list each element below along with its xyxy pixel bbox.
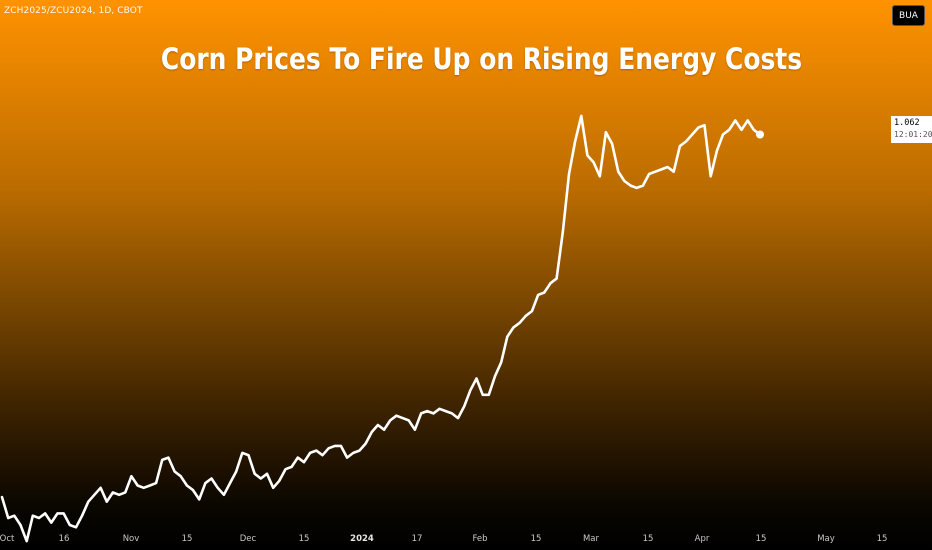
chart-title: Corn Prices To Fire Up on Rising Energy … [160, 42, 803, 76]
x-tick-label: 15 [877, 534, 888, 544]
x-tick-label: 15 [182, 534, 193, 544]
x-tick-label: 2024 [350, 534, 374, 544]
last-price-point [756, 130, 764, 139]
x-tick-label: 15 [531, 534, 542, 544]
x-tick-label: 15 [756, 534, 767, 544]
x-tick-label: Feb [472, 534, 487, 544]
x-tick-label: Mar [583, 534, 600, 544]
x-tick-label: 15 [299, 534, 310, 544]
bar-countdown: 12:01:20 [894, 130, 932, 139]
symbol-info: ZCH2025/ZCU2024, 1D, CBOT [4, 6, 143, 16]
x-tick-label: Oct [0, 534, 15, 544]
x-tick-label: 17 [412, 534, 423, 544]
x-tick-label: Nov [123, 534, 140, 544]
x-tick-label: Dec [240, 534, 257, 544]
x-tick-label: Apr [695, 534, 710, 544]
price-series-line [0, 114, 762, 543]
account-badge-button[interactable]: BUA [892, 5, 925, 26]
x-tick-label: 15 [643, 534, 654, 544]
last-price-value: 1.062 [894, 118, 920, 128]
x-tick-label: 16 [59, 534, 70, 544]
x-tick-label: May [817, 534, 835, 544]
last-price-label: 1.062 12:01:20 [891, 116, 932, 143]
